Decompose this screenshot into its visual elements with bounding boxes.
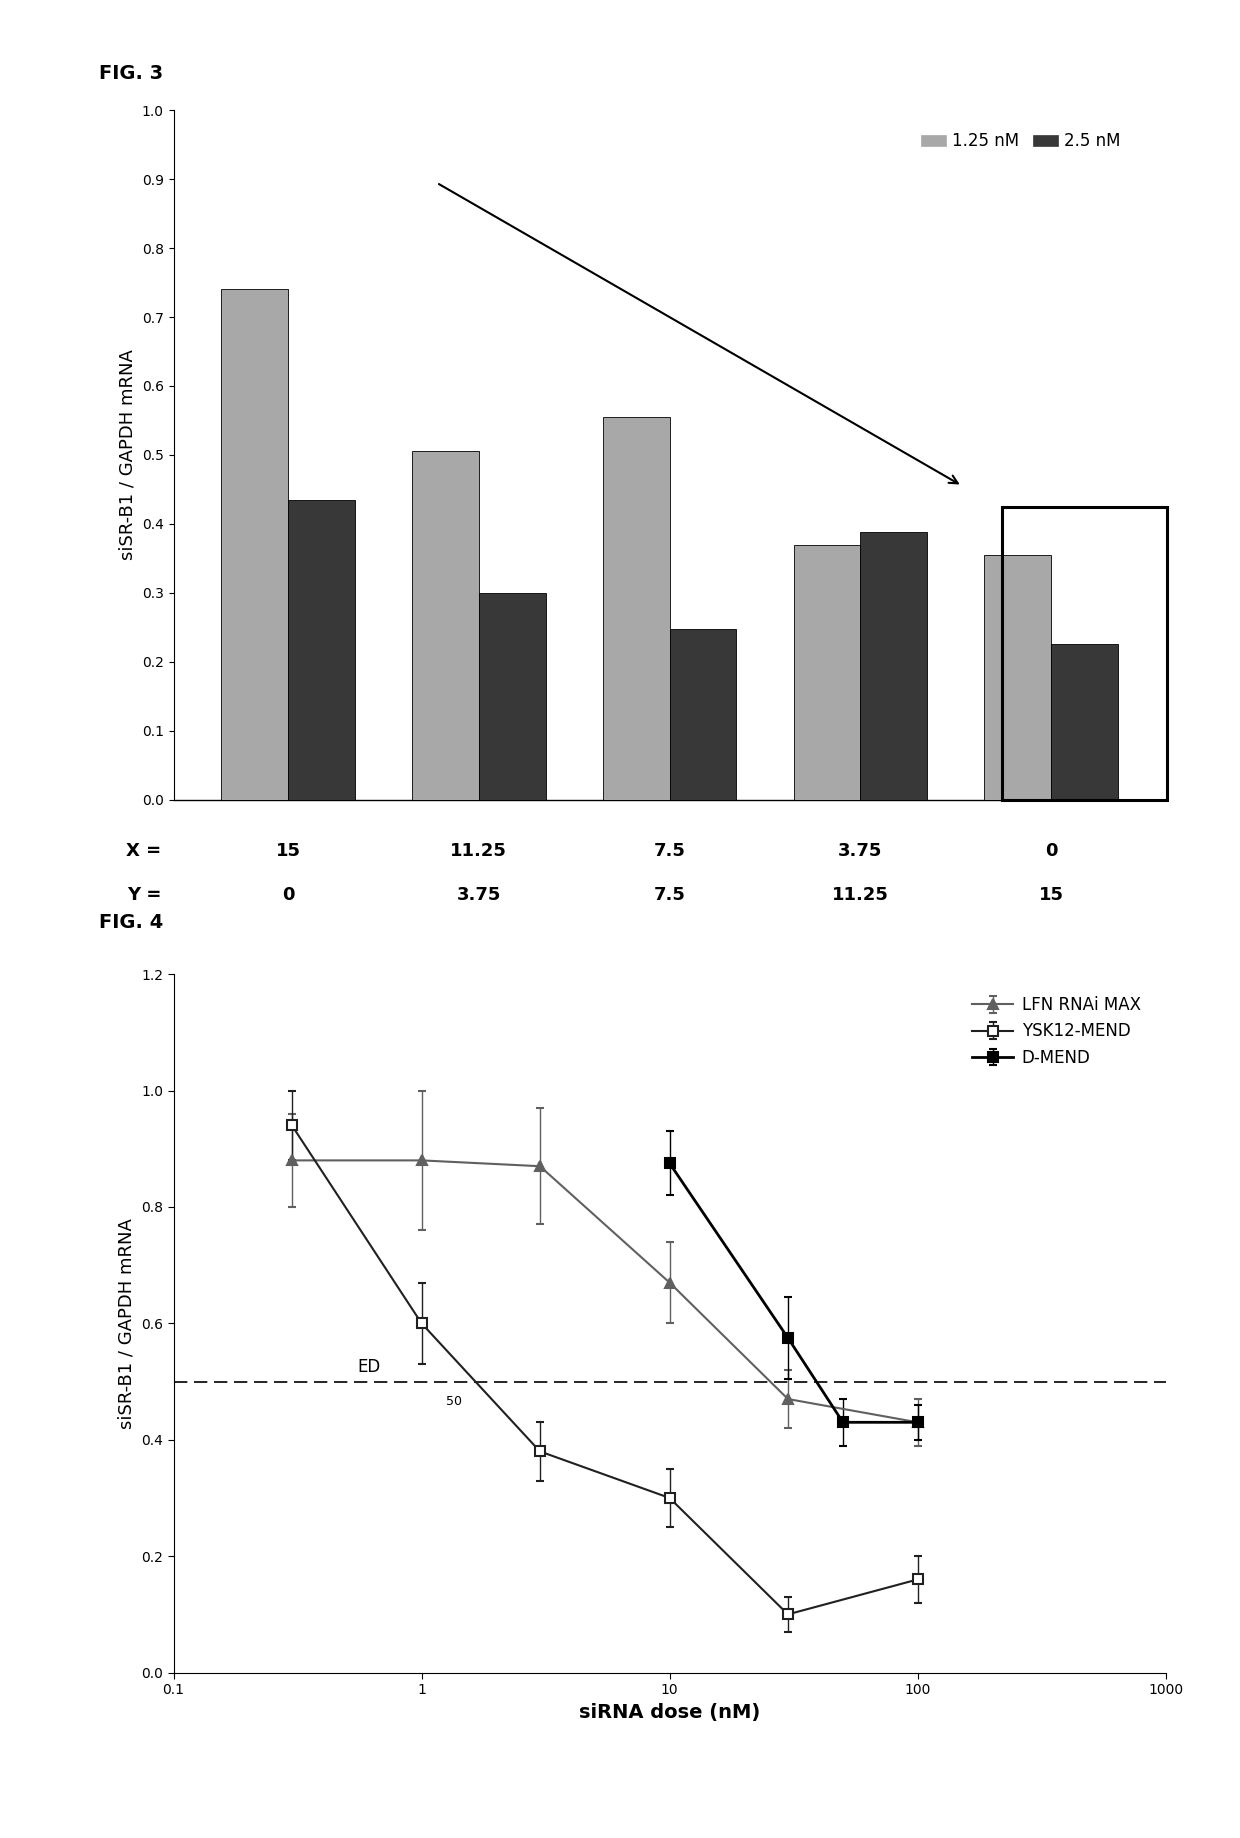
Text: 11.25: 11.25 xyxy=(832,886,889,904)
Bar xyxy=(288,500,355,800)
Text: Y =: Y = xyxy=(126,886,161,904)
Text: FIG. 3: FIG. 3 xyxy=(99,64,164,83)
Bar xyxy=(1052,645,1118,800)
Legend: LFN RNAi MAX, YSK12-MEND, D-MEND: LFN RNAi MAX, YSK12-MEND, D-MEND xyxy=(965,989,1147,1073)
Bar xyxy=(479,592,546,800)
Text: 7.5: 7.5 xyxy=(653,886,686,904)
Text: 0: 0 xyxy=(1045,842,1058,860)
Text: 15: 15 xyxy=(1039,886,1064,904)
Y-axis label: siSR-B1 / GAPDH mRNA: siSR-B1 / GAPDH mRNA xyxy=(118,1219,135,1428)
Text: 7.5: 7.5 xyxy=(653,842,686,860)
Bar xyxy=(861,533,928,800)
Bar xyxy=(221,290,288,800)
Text: 3.75: 3.75 xyxy=(456,886,501,904)
Text: X =: X = xyxy=(126,842,161,860)
Bar xyxy=(985,555,1052,800)
Bar xyxy=(412,452,479,800)
Text: 15: 15 xyxy=(275,842,300,860)
Bar xyxy=(1002,507,1167,800)
Bar xyxy=(794,544,861,800)
Text: 11.25: 11.25 xyxy=(450,842,507,860)
Bar xyxy=(670,629,737,800)
Text: 50: 50 xyxy=(446,1395,463,1408)
Text: ED: ED xyxy=(357,1358,381,1375)
Text: FIG. 4: FIG. 4 xyxy=(99,913,164,932)
X-axis label: siRNA dose (nM): siRNA dose (nM) xyxy=(579,1702,760,1722)
Legend: 1.25 nM, 2.5 nM: 1.25 nM, 2.5 nM xyxy=(914,125,1127,156)
Y-axis label: siSR-B1 / GAPDH mRNA: siSR-B1 / GAPDH mRNA xyxy=(118,349,136,561)
Bar xyxy=(603,417,670,800)
Text: 3.75: 3.75 xyxy=(838,842,883,860)
Text: 0: 0 xyxy=(281,886,294,904)
